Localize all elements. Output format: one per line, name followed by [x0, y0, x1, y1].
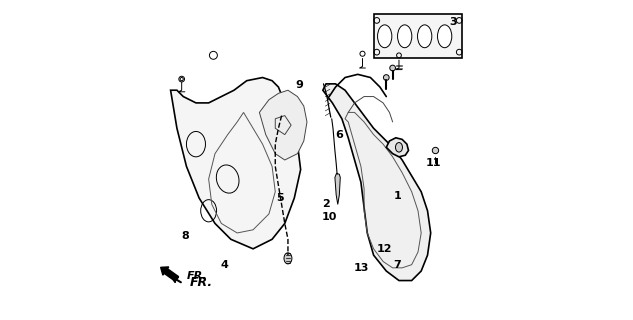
Polygon shape	[170, 77, 301, 249]
Ellipse shape	[377, 25, 392, 48]
Ellipse shape	[437, 25, 452, 48]
Text: 7: 7	[394, 260, 401, 270]
Text: 4: 4	[220, 260, 229, 270]
Polygon shape	[260, 90, 307, 160]
Ellipse shape	[384, 75, 389, 80]
Polygon shape	[323, 84, 430, 281]
Text: 8: 8	[181, 231, 189, 241]
Ellipse shape	[418, 25, 432, 48]
Text: 12: 12	[377, 244, 392, 254]
Polygon shape	[373, 14, 463, 59]
Text: 6: 6	[335, 130, 342, 140]
Text: 9: 9	[295, 80, 303, 91]
Ellipse shape	[396, 142, 403, 152]
Text: 11: 11	[426, 158, 442, 168]
Text: FR.: FR.	[187, 271, 207, 281]
Ellipse shape	[390, 65, 396, 71]
Polygon shape	[335, 173, 341, 204]
Ellipse shape	[284, 253, 292, 264]
Text: 13: 13	[353, 263, 368, 273]
Ellipse shape	[398, 25, 412, 48]
Text: FR.: FR.	[190, 276, 213, 289]
Text: 3: 3	[449, 17, 457, 27]
Text: 1: 1	[394, 191, 401, 202]
FancyArrow shape	[161, 267, 179, 281]
Text: 5: 5	[276, 193, 284, 203]
Text: 2: 2	[322, 199, 330, 209]
Text: 10: 10	[322, 212, 337, 222]
Ellipse shape	[432, 147, 439, 154]
Polygon shape	[386, 138, 408, 157]
